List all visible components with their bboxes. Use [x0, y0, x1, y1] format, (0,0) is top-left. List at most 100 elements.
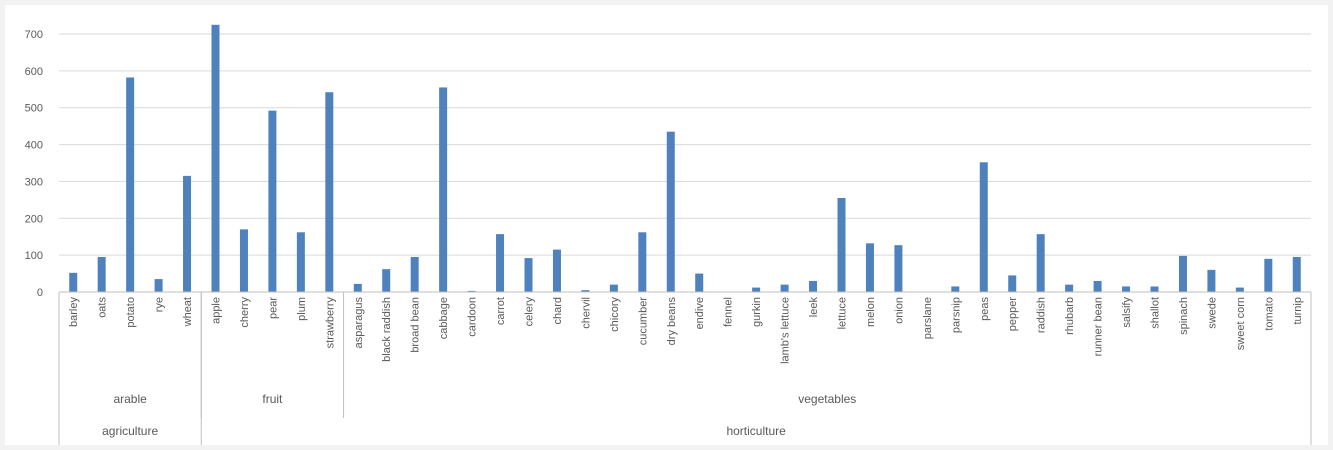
bar: [1235, 287, 1244, 292]
bar: [581, 290, 590, 292]
y-tick-label: 700: [25, 29, 43, 41]
x-category-label: turnip: [1292, 297, 1304, 325]
x-category-label: asparagus: [353, 297, 365, 349]
x-category-label: gurkin: [751, 297, 763, 327]
x-group-label: agriculture: [102, 424, 158, 438]
x-category-label: peas: [979, 297, 991, 321]
x-group-label: fruit: [262, 392, 283, 406]
x-category-label: black raddish: [381, 297, 393, 362]
x-category-label: broad bean: [410, 297, 422, 353]
bar: [353, 283, 362, 292]
bar: [467, 290, 476, 292]
x-category-label: chard: [552, 297, 564, 325]
bar: [552, 249, 561, 292]
x-category-label: shallot: [1150, 297, 1162, 329]
bar: [1065, 284, 1074, 292]
y-tick-label: 0: [37, 287, 43, 299]
x-category-label: swede: [1206, 297, 1218, 329]
bar: [183, 175, 192, 292]
bar: [979, 162, 988, 292]
x-group-label: arable: [113, 392, 147, 406]
bar: [439, 87, 448, 292]
bar: [97, 256, 106, 292]
x-category-label: melon: [865, 297, 877, 327]
bar: [524, 258, 533, 292]
x-category-label: parslane: [922, 297, 934, 339]
x-category-label: leek: [808, 297, 820, 318]
x-category-label: runner bean: [1093, 297, 1105, 356]
bar: [1207, 269, 1216, 292]
bar: [638, 232, 647, 292]
x-category-label: pepper: [1007, 297, 1019, 332]
x-category-label: apple: [211, 297, 223, 324]
x-category-label: potato: [125, 297, 137, 328]
bar: [1008, 275, 1017, 292]
bar: [1292, 256, 1301, 292]
bar: [325, 92, 334, 292]
bars: [69, 24, 1301, 293]
x-category-label: chicory: [609, 297, 621, 332]
bar: [126, 77, 135, 293]
x-category-label: sweet corn: [1235, 297, 1247, 350]
x-category-label: pear: [267, 297, 279, 319]
x-category-label: cabbage: [438, 297, 450, 339]
y-tick-label: 300: [25, 176, 43, 188]
bar: [837, 198, 846, 292]
bar: [1264, 258, 1273, 292]
x-category-label: celery: [524, 297, 536, 327]
x-category-label: barley: [68, 297, 80, 327]
x-group-label: vegetables: [798, 392, 856, 406]
bar: [1093, 280, 1102, 292]
x-category-label: lamb's lettuce: [780, 297, 792, 364]
bar: [410, 256, 419, 292]
y-axis-tick-labels: 0 100 200 300 400 500 600 700: [25, 29, 43, 299]
bar-chart: 0 100 200 300 400 500 600 700 barley oats potato r…: [25, 24, 1312, 445]
bar: [752, 287, 761, 292]
x-category-label: spinach: [1178, 297, 1190, 335]
x-category-label: cherry: [239, 297, 251, 328]
bar: [780, 284, 789, 292]
x-category-label: carrot: [495, 297, 507, 325]
bar: [268, 110, 277, 292]
y-tick-label: 200: [25, 213, 43, 225]
x-category-label: cucumber: [637, 297, 649, 346]
x-category-label: rhubarb: [1064, 297, 1076, 335]
x-category-label: lettuce: [837, 297, 849, 329]
bar: [609, 284, 618, 292]
bar: [951, 286, 960, 292]
x-category-label: cardoon: [467, 297, 479, 337]
x-category-label: raddish: [1036, 297, 1048, 333]
bar: [296, 232, 305, 292]
bar: [382, 269, 391, 292]
x-category-label: oats: [97, 297, 109, 318]
x-category-label: plum: [296, 297, 308, 321]
x-category-label: tomato: [1263, 297, 1275, 331]
bar: [1122, 286, 1131, 292]
x-category-label: onion: [893, 297, 905, 324]
x-category-label: wheat: [182, 297, 194, 327]
gridlines: [59, 33, 1311, 256]
x-axis-group-labels: arable fruit vegetables agriculture horticul…: [58, 292, 1312, 445]
x-category-label: salsify: [1121, 297, 1133, 328]
bar: [666, 131, 675, 292]
x-category-label: endive: [694, 297, 706, 329]
bar: [154, 279, 163, 292]
y-tick-label: 600: [25, 66, 43, 78]
bar: [695, 273, 704, 292]
bar: [239, 229, 248, 292]
bar: [69, 272, 78, 292]
bar: [894, 245, 903, 292]
bar: [865, 243, 874, 292]
y-tick-label: 400: [25, 140, 43, 152]
bar: [1178, 255, 1187, 292]
chart-frame: 0 100 200 300 400 500 600 700 barley oats potato r…: [5, 5, 1328, 445]
x-category-label: parsnip: [950, 297, 962, 333]
bar: [496, 234, 505, 292]
bar: [211, 24, 220, 293]
x-category-label: strawberry: [324, 297, 336, 349]
x-category-label: rye: [154, 297, 166, 312]
x-category-label: chervil: [580, 297, 592, 329]
y-tick-label: 100: [25, 250, 43, 262]
x-category-label: fennel: [723, 297, 735, 327]
x-axis-category-labels: barley oats potato rye wheat apple cherry pear p…: [68, 297, 1304, 364]
